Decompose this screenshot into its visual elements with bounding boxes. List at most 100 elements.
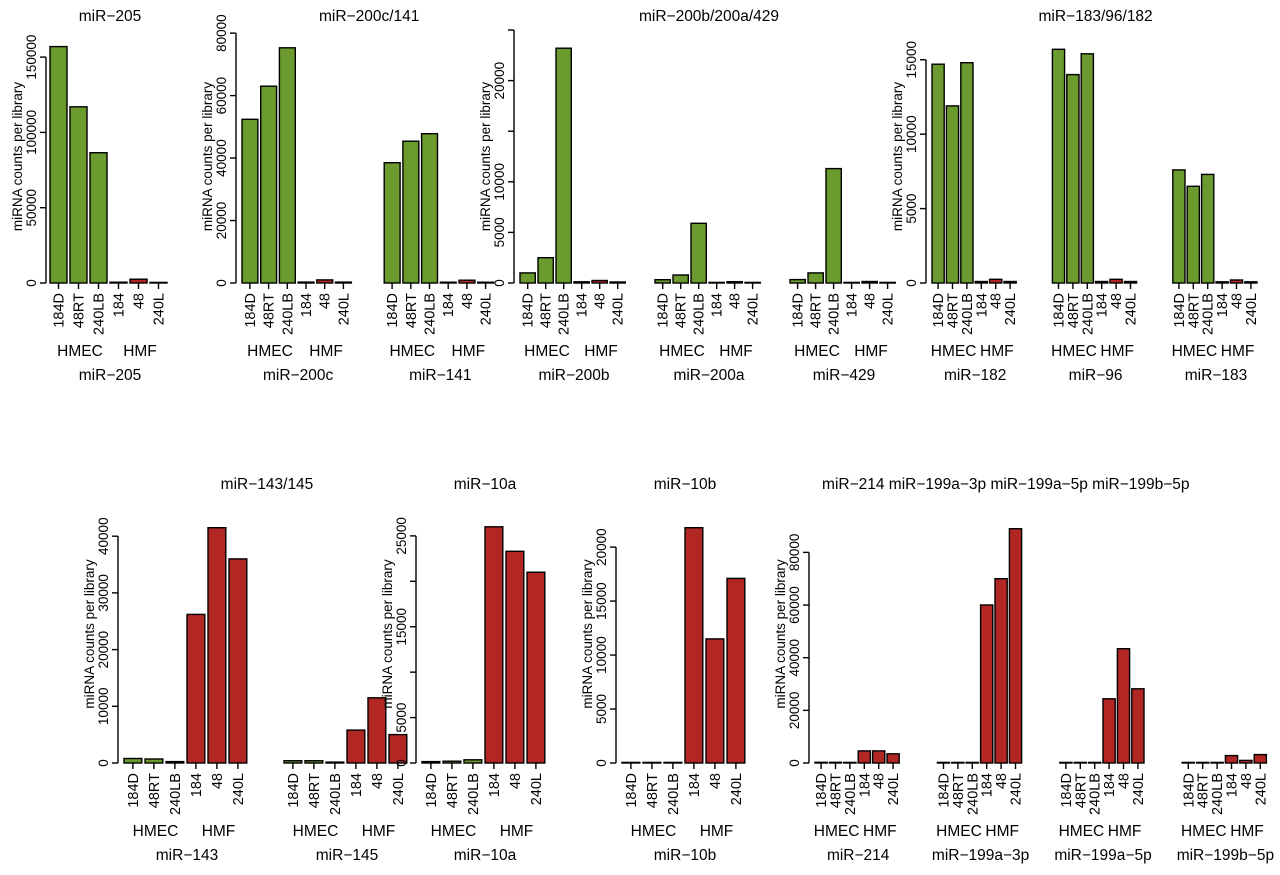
y-tick-label: 25000 (394, 517, 409, 555)
bar-label: 240L (746, 293, 762, 325)
bar-label: 48 (863, 293, 879, 309)
bar-label: 240LB (960, 293, 976, 335)
group-name-miR-199a-3p: miR−199a−3p (932, 847, 1029, 864)
cell-group-label-hmec: HMEC (1059, 823, 1105, 840)
cell-group-label-hmec: HMEC (389, 343, 435, 360)
bar-label: 184D (385, 293, 401, 328)
bar-label: 184 (974, 293, 990, 317)
bar-label: 48 (460, 293, 476, 309)
bar-miR-10b-184D (621, 761, 641, 764)
cell-group-label-hmf: HMF (1108, 823, 1142, 840)
bar-miR-199a-3p-240LB (965, 761, 980, 764)
cell-group-label-hmec: HMEC (794, 343, 840, 360)
group-name-miR-199a-5p: miR−199a−5p (1054, 847, 1151, 864)
bar-miR-96-48RT (1066, 73, 1080, 284)
bar-miR-143-240L (228, 558, 248, 764)
bar-label: 48RT (645, 773, 661, 808)
chart-panel-miR-200c-141: miR−200c/141 miRNA counts per library 0 200… (200, 8, 495, 384)
chart-panel-miR-143-145: miR−143/145 miRNA counts per library 0 1000… (82, 476, 408, 864)
bar-miR-96-184 (1094, 280, 1109, 284)
bar-miR-205-240LB (89, 151, 108, 284)
bar-miR-141-184 (439, 281, 457, 284)
cell-group-label-hmf: HMF (500, 823, 534, 840)
y-tick-label: 40000 (214, 139, 229, 177)
bar-miR-143-48RT (144, 758, 164, 764)
bar-label: 184D (1059, 773, 1075, 808)
y-tick-label: 40000 (787, 639, 802, 677)
bar-label: 48RT (445, 773, 461, 808)
bar-miR-145-184D (283, 760, 303, 764)
bar-label: 48 (989, 293, 1005, 309)
cell-group-label-hmec: HMEC (1181, 823, 1227, 840)
y-tick-label: 60000 (787, 586, 802, 624)
bar-miR-200a-184D (654, 279, 672, 284)
panel-title: miR−10a (454, 476, 517, 493)
bar-miR-199a-5p-240LB (1087, 761, 1102, 764)
y-axis-label: miRNA counts per library (580, 559, 595, 709)
bar-label: 240LB (92, 293, 108, 335)
bar-label: 48RT (1196, 773, 1212, 808)
bar-label: 48 (593, 293, 609, 309)
cell-group-label-hmf: HMF (985, 823, 1019, 840)
bar-miR-200c-48RT (259, 85, 278, 284)
bar-label: 48RT (946, 293, 962, 328)
y-axis-label: miRNA counts per library (380, 559, 395, 709)
bar-miR-10b-240L (726, 577, 746, 764)
bar-miR-200a-240L (744, 281, 762, 284)
y-tick-label: 20000 (214, 202, 229, 240)
panel-title: miR−214 miR−199a−3p miR−199a−5p miR−199b… (822, 476, 1190, 493)
bar-miR-183-48RT (1186, 185, 1201, 284)
bar-label: 184 (441, 293, 457, 317)
bar-label: 184 (857, 773, 873, 797)
bar-miR-205-184 (109, 281, 128, 284)
y-tick-label: 20000 (594, 528, 609, 566)
bar-miR-96-48 (1109, 278, 1123, 284)
bar-label: 240L (231, 773, 247, 805)
bar-label: 240LB (168, 773, 184, 815)
bar-miR-205-48RT (69, 106, 88, 284)
bar-miR-182-240L (1003, 280, 1017, 284)
bar-label: 240L (152, 293, 168, 325)
bar-miR-10b-48RT (642, 761, 662, 764)
cell-group-label-hmf: HMF (123, 343, 157, 360)
y-tick-label: 15000 (394, 608, 409, 646)
cell-group-label-hmf: HMF (854, 343, 888, 360)
bar-label: 240L (391, 773, 407, 805)
bar-miR-182-48 (988, 278, 1003, 284)
bar-miR-143-48 (207, 527, 227, 764)
bar-miR-200c-184 (297, 281, 315, 284)
bar-label: 184 (299, 293, 315, 317)
bar-miR-183-240LB (1200, 173, 1215, 284)
cell-group-label-hmec: HMEC (936, 823, 982, 840)
bar-label: 184 (1215, 293, 1231, 317)
bar-label: 240L (1009, 773, 1025, 805)
bar-miR-200a-48RT (672, 274, 690, 284)
cell-group-label-hmf: HMF (1100, 343, 1134, 360)
bar-miR-10b-184 (684, 527, 704, 764)
bar-label: 48RT (674, 293, 690, 328)
bar-miR-429-48RT (807, 272, 825, 284)
bar-miR-199a-3p-48RT (951, 761, 965, 764)
panel-title: miR−10b (654, 476, 716, 493)
chart-panel-miR-200b-200a-429: miR−200b/200a/429 miRNA counts per librar… (478, 8, 897, 384)
bar-label: 240L (529, 773, 545, 805)
bar-miR-199a-3p-240L (1008, 528, 1023, 764)
bar-label: 48 (872, 773, 888, 789)
bar-label: 184D (1052, 293, 1068, 328)
group-name-miR-141: miR−141 (409, 367, 471, 384)
group-name-miR-10b: miR−10b (654, 847, 716, 864)
bar-miR-200b-48 (591, 279, 609, 284)
bar-miR-10a-48RT (442, 760, 462, 764)
bar-miR-214-48 (871, 750, 886, 764)
bar-miR-199b-5p-184 (1224, 754, 1239, 764)
bar-miR-10a-184 (484, 526, 504, 764)
bar-label: 48RT (1066, 293, 1082, 328)
bar-miR-145-240LB (325, 761, 345, 764)
panel-title: miR−143/145 (221, 476, 314, 493)
bar-label: 48RT (72, 293, 88, 328)
bar-miR-96-240L (1123, 280, 1138, 284)
bar-label: 184D (931, 293, 947, 328)
bar-miR-200c-240LB (278, 47, 297, 284)
cell-group-label-hmf: HMF (1221, 343, 1255, 360)
cell-group-label-hmf: HMF (362, 823, 396, 840)
